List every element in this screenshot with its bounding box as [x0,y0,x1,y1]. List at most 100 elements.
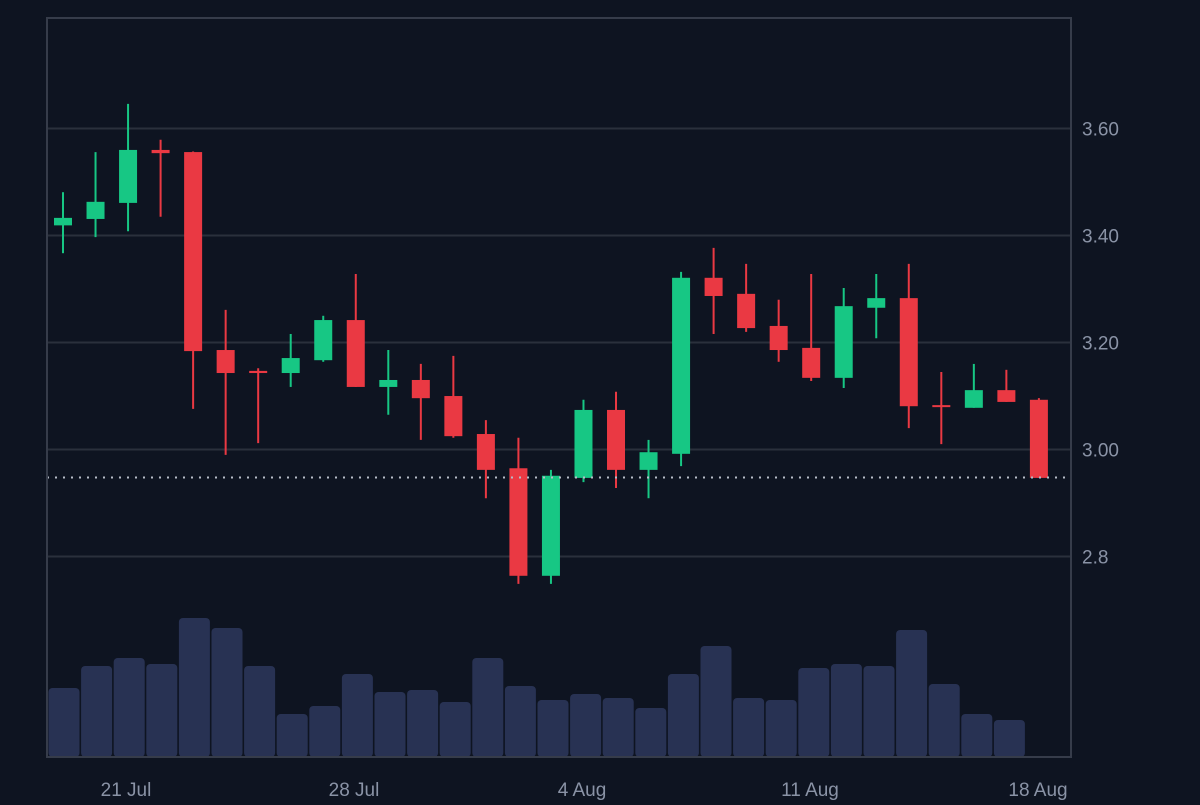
volume-bar [244,666,276,757]
candle-body [86,201,105,219]
candle [346,274,365,387]
candle-body [737,293,756,329]
candle-body [1029,399,1048,478]
volume-bar [537,700,569,757]
candle-body [899,298,918,407]
volume-bar [733,698,765,757]
candle [184,151,203,409]
candle-body [834,306,853,378]
volume-bar [504,686,536,757]
candle [899,263,918,429]
candle-body [216,350,235,374]
candle [672,271,691,467]
volume-bar [374,692,406,757]
candle [281,333,300,387]
volume-bar [407,690,439,757]
candle-body [249,370,268,374]
x-axis: 21 Jul 28 Jul 4 Aug 11 Aug 18 Aug [101,780,1068,801]
candle-body [574,409,593,478]
volume-bar [48,688,80,757]
candle [216,309,235,455]
y-axis-label: 2.8 [1082,548,1108,569]
candle [151,139,170,217]
volume-bar [211,628,243,757]
x-axis-label: 11 Aug [781,780,839,800]
volume-bar [472,658,504,757]
candle [997,369,1016,402]
volume-bar [961,714,993,757]
chart-frame [46,17,1072,758]
volume-bar [81,666,113,757]
candle-body [411,379,430,399]
volume-bar [896,630,928,757]
x-axis-label: 28 Jul [329,780,380,800]
candle-body [281,358,300,374]
candle [1029,398,1048,478]
volume-bar [309,706,341,757]
candle [411,363,430,440]
candle [802,274,821,382]
candle-body [476,434,495,470]
volume-bar [863,666,895,757]
candle [541,469,560,584]
candle-body [802,347,821,378]
candle [509,437,528,584]
candle [769,299,788,362]
y-axis-label: 3.60 [1082,120,1119,141]
candle-body [769,325,788,351]
candle-body [997,390,1016,402]
candle [574,399,593,483]
candle-body [184,152,203,352]
volume-bar [635,708,667,757]
volume-bar [993,720,1025,757]
candle [379,350,398,415]
candle [737,263,756,332]
candle-body [379,379,398,387]
candle [964,363,983,408]
candle-body [639,452,658,470]
candle-body [151,149,170,154]
candle-body [964,390,983,408]
candle-body [704,277,723,296]
candle-body [119,149,138,203]
candle-body [607,409,626,470]
volume-bar [830,664,862,757]
y-axis-label: 3.20 [1082,334,1119,355]
y-axis: 3.60 3.40 3.20 3.00 2.8 [1082,120,1119,569]
candle [119,103,138,232]
x-axis-label: 18 Aug [1008,780,1067,800]
volume-bar [798,668,830,757]
candle-body [932,405,951,408]
volume-bar [667,674,699,757]
candle [932,371,951,445]
volume-bar [341,674,373,757]
volume-bars [48,618,1025,757]
x-axis-label: 21 Jul [101,780,152,800]
chart-border [46,17,1072,758]
candle [476,420,495,499]
candle [86,152,105,238]
volume-bar [146,664,178,757]
candle [704,247,723,334]
candle [867,274,886,339]
candles [54,103,1048,584]
candle [607,391,626,489]
volume-bar [570,694,602,757]
y-axis-label: 3.00 [1082,441,1119,462]
candle-body [346,320,365,387]
candle-body [54,217,72,226]
candle-body [444,396,463,437]
candle [54,192,72,254]
y-axis-label: 3.40 [1082,227,1119,248]
candle-body [314,320,333,361]
candle [834,287,853,389]
candle [314,315,333,362]
candle [639,439,658,499]
candle-body [509,468,528,576]
candle-body [867,298,886,308]
candle-body [672,277,691,454]
volume-bar [700,646,732,757]
volume-bar [765,700,797,757]
